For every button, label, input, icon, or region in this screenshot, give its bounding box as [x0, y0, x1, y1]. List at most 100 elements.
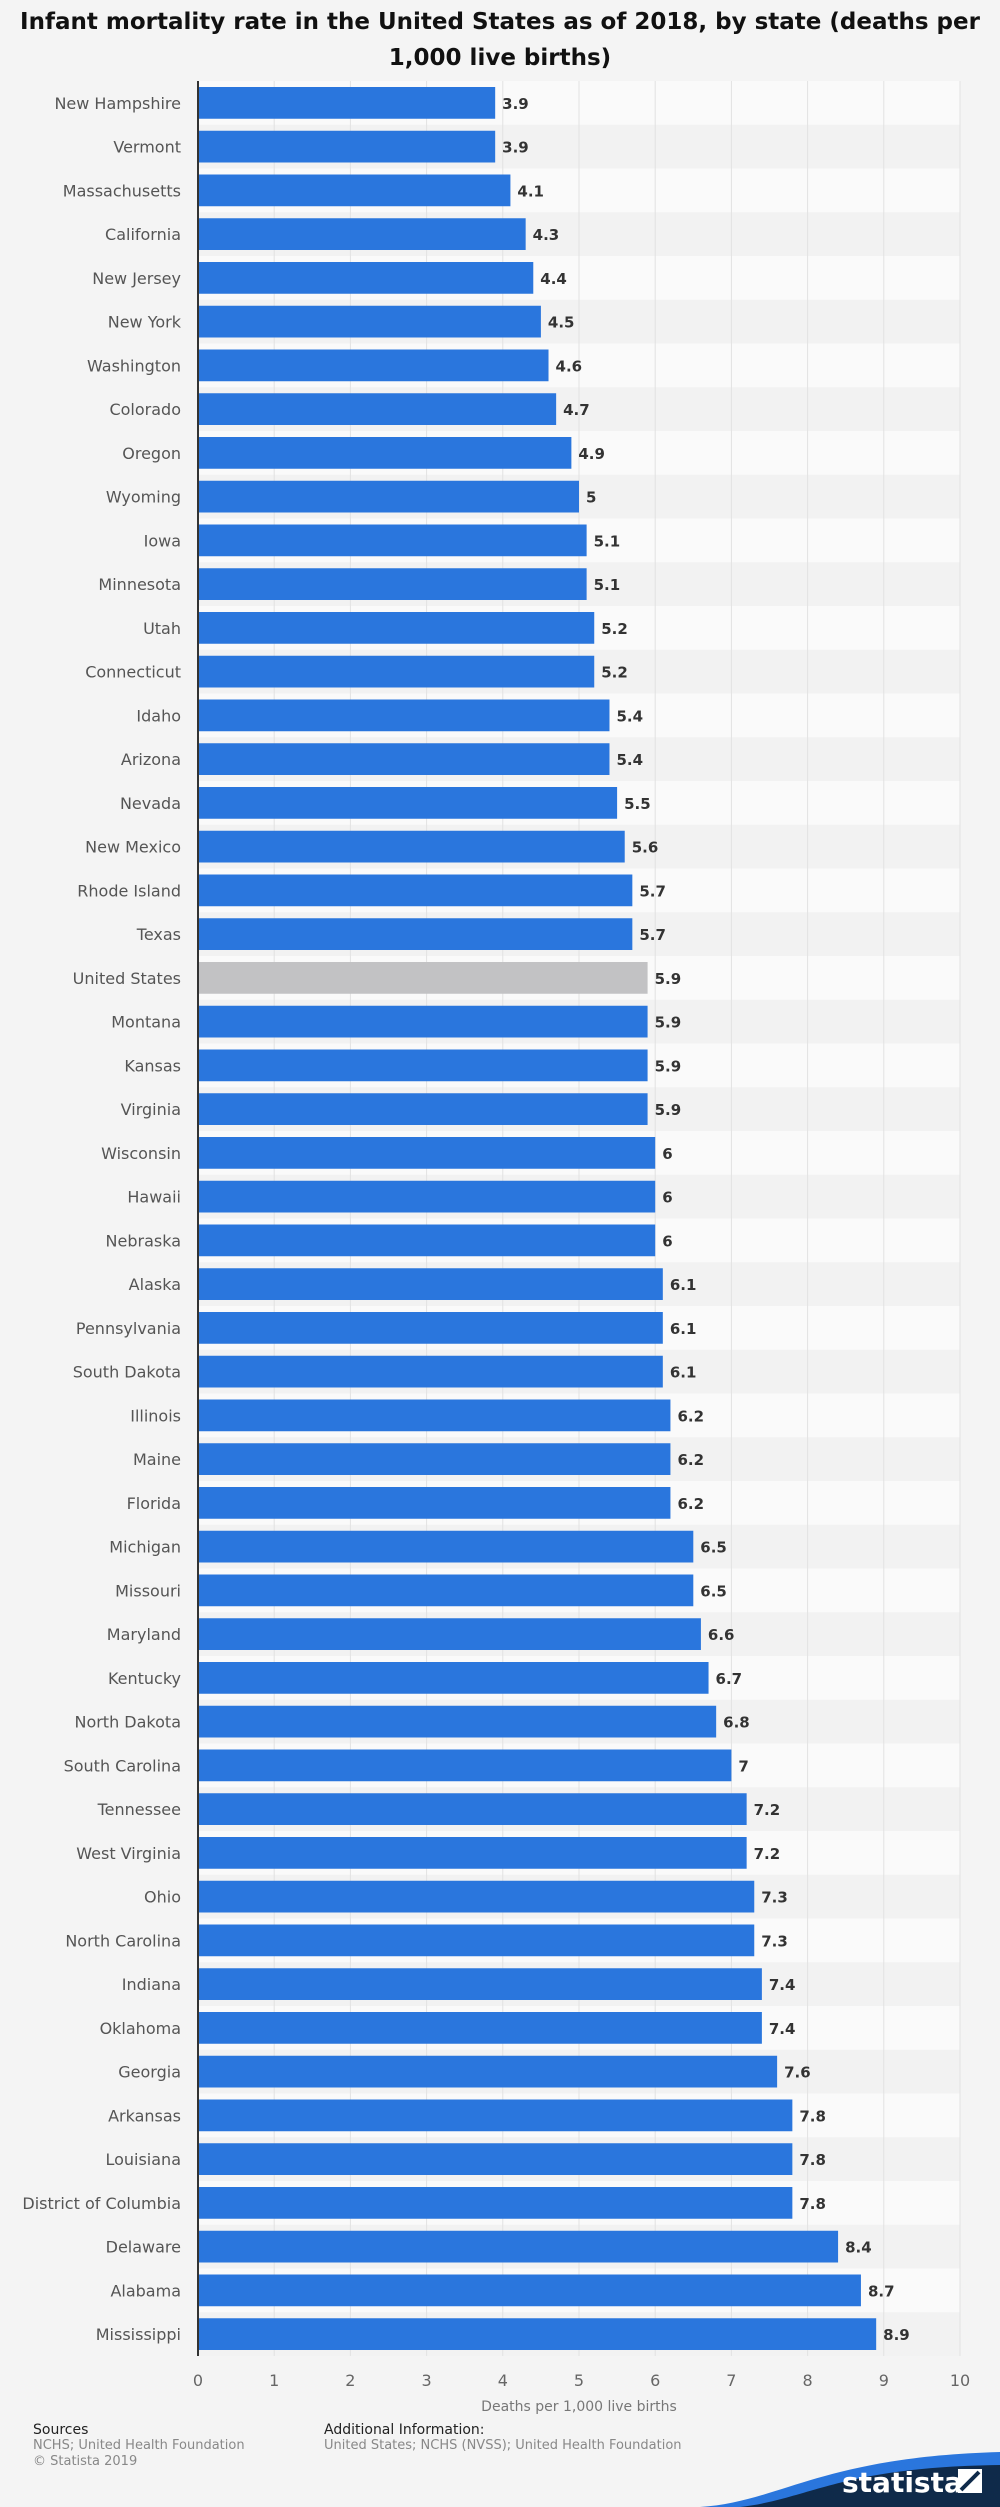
bar — [198, 87, 496, 119]
copyright-line: © Statista 2019 — [33, 2454, 138, 2469]
x-tick-label: 10 — [950, 2371, 970, 2390]
category-label: Tennessee — [97, 1800, 181, 1819]
x-tick-label: 0 — [193, 2371, 203, 2390]
bar — [198, 699, 610, 732]
category-label: Maine — [133, 1450, 181, 1469]
category-label: Vermont — [113, 138, 181, 157]
category-label: Missouri — [115, 1581, 181, 1600]
category-label: Delaware — [106, 2238, 181, 2257]
sources-heading: Sources — [33, 2422, 89, 2438]
additional-info-heading: Additional Information: — [324, 2422, 485, 2438]
statista-logo[interactable]: statista — [700, 2437, 1000, 2507]
value-label: 4.3 — [533, 226, 560, 244]
category-label: South Carolina — [64, 1756, 181, 1775]
bar — [198, 874, 633, 907]
category-label: Michigan — [109, 1538, 181, 1557]
x-tick-label: 1 — [269, 2371, 279, 2390]
category-label: Illinois — [130, 1406, 181, 1425]
value-label: 5.9 — [655, 1101, 682, 1119]
bar — [198, 1574, 694, 1607]
value-label: 6.6 — [708, 1626, 735, 1644]
bar — [198, 2318, 877, 2350]
value-label: 5.2 — [601, 620, 628, 638]
category-label: West Virginia — [76, 1844, 181, 1863]
value-label: 6 — [662, 1232, 672, 1250]
bar — [198, 305, 541, 338]
category-label: Nebraska — [106, 1231, 181, 1250]
bar — [198, 1268, 663, 1300]
bar — [198, 1443, 671, 1475]
value-label: 7.2 — [754, 1845, 781, 1863]
value-label: 8.9 — [883, 2326, 910, 2344]
category-label: Arizona — [121, 750, 181, 769]
brand-mark-icon — [958, 2469, 982, 2493]
category-label: Maryland — [107, 1625, 181, 1644]
value-label: 6.2 — [677, 1451, 704, 1469]
value-label: 4.6 — [556, 357, 583, 375]
category-label: Virginia — [121, 1100, 181, 1119]
value-label: 7.2 — [754, 1801, 781, 1819]
category-label: Ohio — [144, 1888, 181, 1907]
x-tick-label: 2 — [345, 2371, 355, 2390]
bar — [198, 2012, 762, 2044]
value-label: 5.4 — [616, 751, 643, 769]
category-label: Alabama — [110, 2281, 181, 2300]
value-label: 4.7 — [563, 401, 590, 419]
category-label: Indiana — [122, 1975, 181, 1994]
bar — [198, 1837, 747, 1869]
bar — [198, 655, 595, 688]
bar — [198, 568, 587, 600]
value-label: 6.1 — [670, 1320, 697, 1338]
category-label: Georgia — [118, 2063, 181, 2082]
category-label: South Dakota — [73, 1363, 181, 1382]
value-label: 5.1 — [594, 532, 621, 550]
bar — [198, 1880, 755, 1913]
bar — [198, 130, 496, 163]
category-label: Wisconsin — [101, 1144, 181, 1163]
x-tick-label: 4 — [498, 2371, 508, 2390]
bar — [198, 524, 587, 557]
value-label: 7.8 — [799, 2195, 826, 2213]
value-label: 6 — [662, 1189, 672, 1207]
value-label: 4.4 — [540, 270, 567, 288]
bar — [198, 1662, 709, 1694]
bar — [198, 1355, 663, 1388]
category-label: Iowa — [144, 531, 181, 550]
x-tick-label: 6 — [650, 2371, 660, 2390]
category-label: Rhode Island — [77, 881, 181, 900]
value-label: 5.9 — [655, 970, 682, 988]
category-label: Massachusetts — [63, 181, 181, 200]
bar — [198, 1705, 717, 1738]
bar — [198, 2055, 778, 2088]
value-label: 7.3 — [761, 1932, 788, 1950]
category-label: New Hampshire — [54, 94, 181, 113]
category-label: Oklahoma — [100, 2019, 181, 2038]
value-label: 5.6 — [632, 839, 659, 857]
value-label: 7.8 — [799, 2107, 826, 2125]
category-label: Texas — [136, 925, 181, 944]
value-label: 4.5 — [548, 314, 575, 332]
bar — [198, 218, 526, 250]
bar — [198, 1530, 694, 1563]
category-label: North Carolina — [65, 1931, 181, 1950]
category-label: Oregon — [122, 444, 181, 463]
bar — [198, 1924, 755, 1957]
value-label: 6.5 — [700, 1582, 727, 1600]
value-label: 3.9 — [502, 139, 529, 157]
sources-line: NCHS; United Health Foundation — [33, 2438, 245, 2453]
category-label: Minnesota — [98, 575, 181, 594]
value-label: 7.4 — [769, 1976, 796, 1994]
category-label: Florida — [127, 1494, 181, 1513]
bar — [198, 349, 549, 382]
category-label: Mississippi — [96, 2325, 181, 2344]
value-label: 7.8 — [799, 2151, 826, 2169]
bar — [198, 1093, 648, 1125]
chart-title: Infant mortality rate in the United Stat… — [20, 9, 980, 71]
category-label: New Mexico — [85, 838, 181, 857]
bar — [198, 393, 557, 425]
brand-wordmark: statista — [842, 2466, 963, 2499]
x-tick-label: 7 — [726, 2371, 736, 2390]
category-label: Nevada — [120, 794, 181, 813]
x-tick-label: 8 — [803, 2371, 813, 2390]
value-label: 6.1 — [670, 1364, 697, 1382]
